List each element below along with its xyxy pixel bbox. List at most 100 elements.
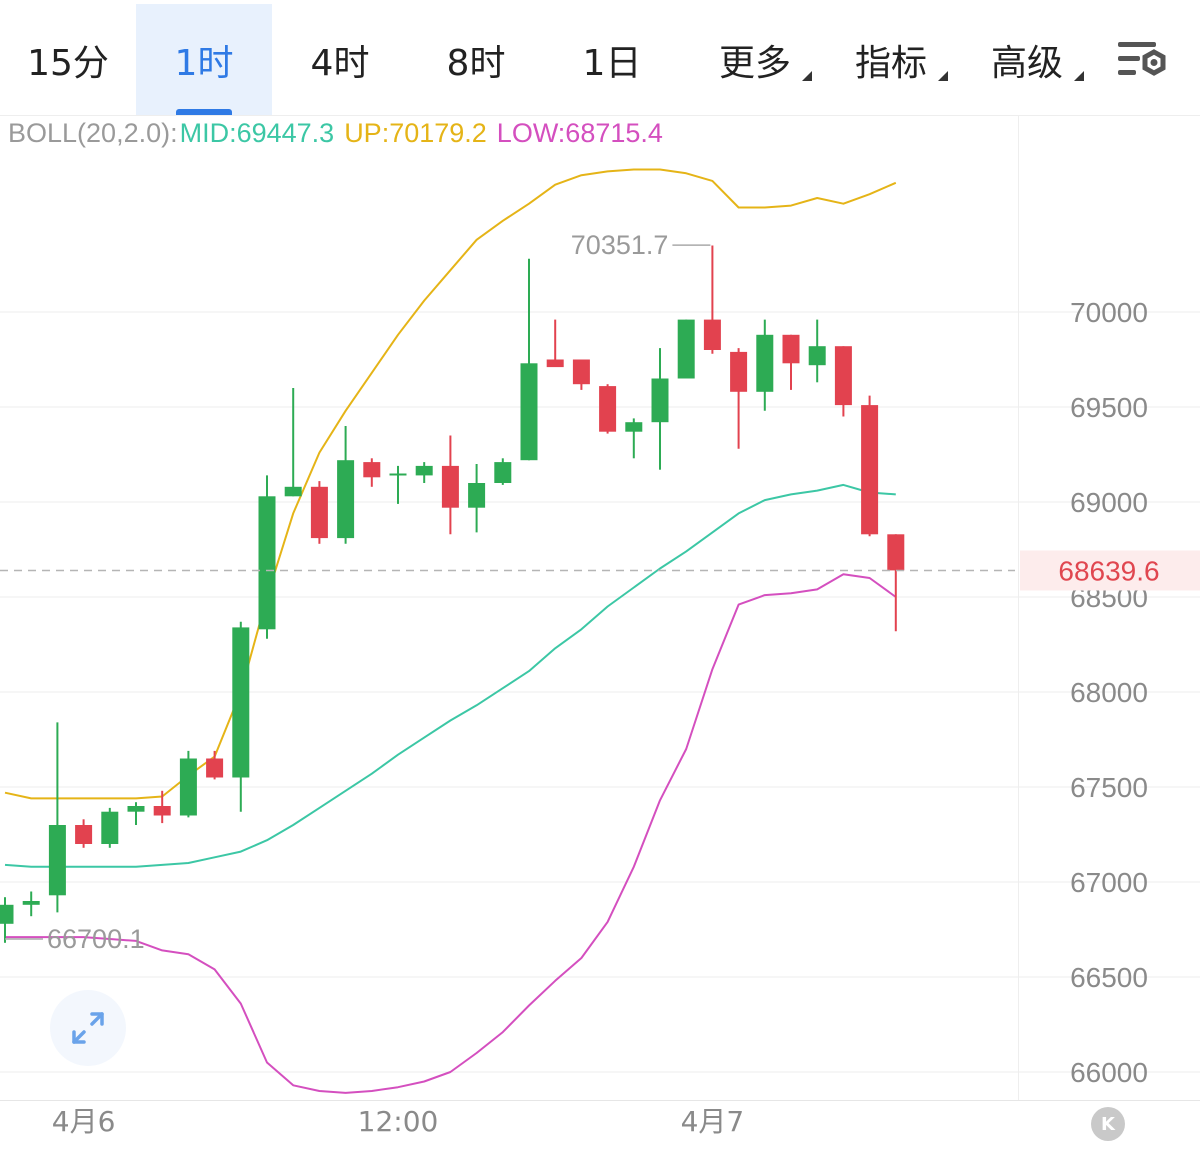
y-tick-label: 69000 bbox=[1070, 487, 1148, 518]
candle-body bbox=[887, 534, 905, 571]
candle-body bbox=[22, 901, 40, 905]
k-line-toggle-button[interactable]: K bbox=[1091, 1107, 1125, 1141]
candle-body bbox=[861, 405, 879, 535]
candle bbox=[599, 384, 617, 434]
candle-body bbox=[468, 483, 486, 508]
candle-body bbox=[625, 422, 643, 432]
tab-15min[interactable]: 15分 bbox=[27, 42, 109, 84]
y-tick-label: 68000 bbox=[1070, 677, 1148, 708]
high-price-label: 70351.7 bbox=[571, 230, 669, 260]
y-tick-label: 69500 bbox=[1070, 392, 1148, 423]
candle-body bbox=[651, 378, 669, 423]
y-tick-label: 70000 bbox=[1070, 297, 1148, 328]
candle-body bbox=[572, 359, 590, 385]
candle bbox=[127, 802, 145, 825]
candle-body bbox=[808, 346, 826, 366]
candle bbox=[730, 348, 748, 449]
candle bbox=[310, 481, 328, 544]
candle bbox=[782, 334, 800, 390]
boll-indicator-legend: BOLL(20,2.0):MID:69447.3 UP:70179.2 LOW:68… bbox=[8, 118, 673, 149]
candle-body bbox=[677, 319, 695, 379]
candle-body bbox=[127, 806, 145, 812]
candle-body bbox=[206, 758, 224, 778]
last-price-label: 68639.6 bbox=[1058, 555, 1159, 586]
boll-params: BOLL(20,2.0): bbox=[8, 118, 178, 148]
x-tick-label: 4月7 bbox=[681, 1105, 745, 1138]
candle-body bbox=[179, 758, 197, 816]
boll-upper-line bbox=[4, 168, 897, 800]
candle-body bbox=[310, 486, 328, 539]
candle bbox=[0, 897, 14, 943]
tab-advanced-dropdown[interactable]: 高级 bbox=[972, 4, 1084, 115]
candle bbox=[389, 465, 407, 504]
candle bbox=[48, 722, 66, 913]
candle bbox=[179, 750, 197, 818]
candle bbox=[887, 534, 905, 632]
candle bbox=[22, 891, 40, 917]
candle-body bbox=[75, 825, 93, 844]
candle-body bbox=[782, 334, 800, 364]
candle bbox=[363, 458, 381, 487]
candle bbox=[258, 475, 276, 639]
candle bbox=[494, 458, 512, 485]
x-tick-label: 4月6 bbox=[52, 1105, 116, 1138]
candle bbox=[861, 395, 879, 537]
y-tick-label: 67500 bbox=[1070, 772, 1148, 803]
candle-body bbox=[756, 334, 774, 392]
candle-body bbox=[546, 359, 564, 368]
candle-body bbox=[153, 806, 171, 816]
candle bbox=[337, 426, 355, 544]
tab-4hour[interactable]: 4时 bbox=[310, 42, 370, 84]
tab-8hour[interactable]: 8时 bbox=[446, 42, 506, 84]
candle-body bbox=[232, 627, 250, 778]
candle-body bbox=[389, 473, 407, 476]
boll-low-value: LOW:68715.4 bbox=[496, 118, 663, 148]
candle-body bbox=[284, 486, 302, 497]
candle-body bbox=[520, 363, 538, 461]
candle-body bbox=[101, 811, 119, 844]
candle bbox=[520, 258, 538, 461]
boll-lower-line bbox=[5, 573, 897, 1094]
tab-more-dropdown[interactable]: 更多 bbox=[700, 4, 812, 115]
candle-body bbox=[834, 346, 852, 406]
boll-mid-line bbox=[4, 483, 896, 868]
low-price-label: 66700.1 bbox=[47, 924, 145, 954]
boll-up-value: UP:70179.2 bbox=[344, 118, 487, 148]
candle bbox=[101, 807, 119, 848]
candle-body bbox=[415, 465, 433, 476]
caret-icon bbox=[1074, 71, 1084, 81]
chart-settings-gear-icon[interactable] bbox=[1112, 36, 1172, 86]
candle bbox=[468, 464, 486, 533]
tab-indicators-dropdown[interactable]: 指标 bbox=[836, 4, 948, 115]
candle bbox=[703, 245, 721, 354]
candle-body bbox=[337, 460, 355, 539]
candle bbox=[808, 319, 826, 383]
candle bbox=[415, 462, 433, 483]
candle bbox=[546, 319, 564, 368]
caret-icon bbox=[938, 71, 948, 81]
tab-1day[interactable]: 1日 bbox=[582, 42, 642, 84]
candle bbox=[651, 348, 669, 470]
caret-icon bbox=[802, 71, 812, 81]
y-tick-label: 66500 bbox=[1070, 962, 1148, 993]
candle bbox=[153, 790, 171, 824]
candle-body bbox=[258, 496, 276, 630]
last-price-tag bbox=[1020, 550, 1200, 591]
tab-1hour[interactable]: 1时 bbox=[136, 4, 272, 115]
expand-button[interactable] bbox=[50, 990, 126, 1066]
candle bbox=[284, 388, 302, 497]
boll-mid-value: MID:69447.3 bbox=[179, 118, 335, 148]
candle-body bbox=[48, 825, 66, 896]
expand-arrows-icon bbox=[72, 1012, 104, 1044]
candle bbox=[232, 621, 250, 812]
candle-body bbox=[363, 462, 381, 478]
candle bbox=[834, 346, 852, 417]
candle bbox=[677, 319, 695, 379]
candle-body bbox=[0, 904, 14, 924]
candle bbox=[206, 750, 224, 780]
candle bbox=[756, 319, 774, 411]
y-tick-label: 67000 bbox=[1070, 867, 1148, 898]
interval-toolbar: 15分 1时 4时 8时 1日 更多 指标 高级 bbox=[0, 0, 1200, 115]
candle bbox=[441, 435, 459, 535]
